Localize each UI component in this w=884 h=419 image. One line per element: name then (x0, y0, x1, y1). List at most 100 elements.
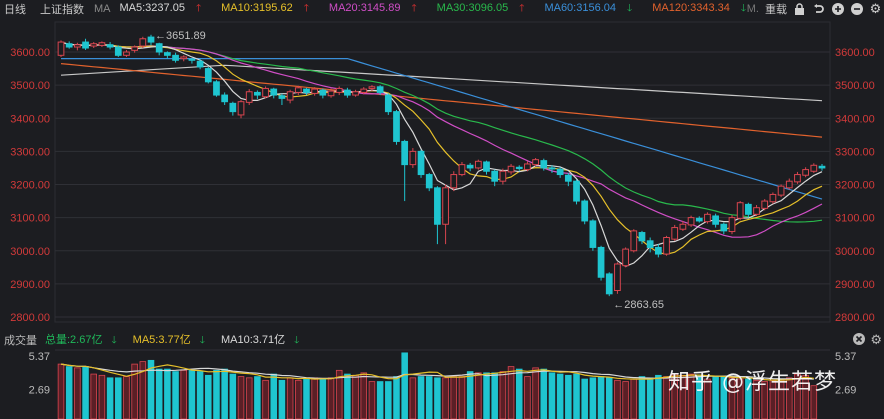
candle (131, 46, 139, 51)
candle (605, 273, 613, 295)
y-axis-label-left: 3600.00 (10, 47, 50, 59)
volume-bar (360, 372, 368, 419)
zoom-out-icon[interactable] (850, 3, 863, 16)
y-axis-label-right: 3300.00 (835, 146, 875, 158)
arrow-down-icon: 🡓 (740, 2, 747, 14)
candle (810, 164, 818, 172)
volume-bar (565, 374, 572, 419)
candle (352, 91, 359, 96)
volume-bar (123, 376, 130, 419)
candle (794, 174, 801, 183)
volume-bar (245, 377, 253, 419)
candle (221, 94, 229, 103)
candle (704, 213, 711, 223)
candle (499, 170, 507, 182)
volume-ma10: MA10:3.71亿 🡓 (220, 333, 300, 346)
y-axis-label-right: 3200.00 (835, 180, 875, 192)
volume-bar (810, 385, 818, 419)
volume-bar (515, 368, 523, 419)
volume-ma10-line (60, 363, 814, 380)
candle (384, 94, 392, 113)
ma10-line (60, 41, 823, 255)
candle (196, 60, 204, 68)
volume-settings-icon[interactable]: ⚙ (870, 332, 882, 347)
candle (123, 51, 130, 56)
y-axis-label-right: 3400.00 (835, 113, 875, 125)
candle (98, 42, 106, 46)
volume-bar (638, 376, 646, 419)
ma5-value: MA5:3237.05 🡑 (119, 1, 202, 14)
candle (687, 217, 695, 226)
volume-bar (286, 377, 294, 419)
volume-bar (475, 372, 482, 419)
volume-bar (172, 371, 179, 419)
volume-bar (82, 366, 89, 419)
volume-toolbar: ⚙ (853, 331, 882, 349)
y-axis-label-right: 3500.00 (835, 80, 875, 92)
volume-bar (614, 379, 621, 419)
close-icon[interactable] (853, 332, 866, 348)
volume-axis-label-right: 5.37 (835, 351, 856, 363)
volume-bar (671, 373, 678, 419)
candle (638, 232, 646, 242)
volume-bar (352, 374, 359, 419)
period-label[interactable]: 日线 (4, 4, 26, 16)
volume-bar (106, 377, 114, 419)
volume-bar (581, 378, 588, 419)
undo-icon[interactable] (812, 3, 825, 16)
arrow-up-icon: 🡑 (195, 2, 202, 14)
candle (777, 185, 785, 196)
candle (393, 111, 400, 142)
ma-toggle[interactable]: MA (94, 3, 111, 15)
volume-bar (278, 379, 286, 419)
volume-bar (646, 377, 654, 419)
candle (597, 246, 605, 278)
volume-bar (237, 376, 245, 419)
volume-ma5-line (60, 363, 814, 381)
volume-bar (303, 378, 310, 419)
volume-bar (589, 377, 597, 419)
candle (761, 200, 769, 209)
candle (114, 46, 122, 56)
volume-bar (205, 374, 212, 419)
candle (262, 87, 269, 98)
volume-bar (90, 373, 97, 419)
ma30-line (60, 41, 823, 223)
candle (425, 174, 433, 189)
candle (483, 161, 490, 172)
volume-bar (344, 373, 351, 419)
settings-gear-icon[interactable]: ⚙ (869, 1, 882, 16)
volume-bar (745, 378, 752, 419)
volume-bar (368, 381, 376, 419)
ma120-value: MA120:3343.34 🡓 (652, 1, 747, 14)
candlesticks (57, 34, 826, 297)
zoom-in-icon[interactable] (831, 3, 844, 16)
ma250-line (60, 64, 823, 102)
volume-bar (385, 381, 392, 419)
candle (180, 56, 188, 60)
candle (769, 193, 777, 203)
volume-bar (229, 373, 237, 419)
candle (556, 168, 564, 176)
volume-bar (327, 377, 335, 419)
candle (695, 217, 703, 222)
candle (335, 87, 343, 93)
volume-bar (65, 366, 73, 419)
candle (548, 167, 556, 170)
reload-button[interactable]: 重载 (765, 4, 787, 16)
volume-bar (319, 378, 327, 419)
more-indicators-button[interactable]: M. (746, 3, 759, 15)
candle (319, 89, 327, 96)
candle (679, 223, 687, 230)
y-axis-label-left: 3100.00 (10, 213, 50, 225)
volume-bar (196, 371, 204, 419)
lock-icon[interactable] (793, 3, 806, 16)
volume-bar (311, 377, 318, 419)
volume-bar (794, 373, 801, 419)
volume-axis-label-left: 5.37 (29, 351, 50, 363)
ma20-line (60, 41, 823, 238)
arrow-down-icon: 🡓 (111, 334, 117, 346)
volume-bar (507, 366, 515, 419)
volume-bar (417, 376, 425, 419)
